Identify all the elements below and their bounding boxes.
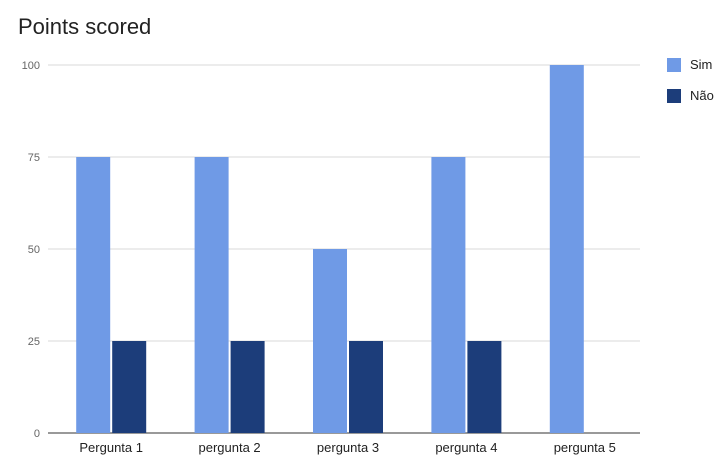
legend: Sim Não (667, 57, 714, 103)
chart-title: Points scored (18, 14, 152, 39)
x-tick-label: pergunta 4 (435, 440, 497, 455)
y-tick-label: 75 (28, 152, 40, 164)
bar-nao (467, 341, 502, 433)
y-axis-ticks: 0 25 50 75 100 (22, 60, 40, 440)
bars (76, 65, 584, 433)
legend-swatch (667, 58, 681, 72)
legend-label: Não (690, 88, 714, 103)
y-tick-label: 100 (22, 60, 40, 72)
bar-sim (194, 157, 229, 433)
x-axis-labels: Pergunta 1 pergunta 2 pergunta 3 pergunta 4… (79, 440, 615, 455)
x-tick-label: Pergunta 1 (79, 440, 143, 455)
bar-nao (230, 341, 265, 433)
bar-sim (549, 65, 584, 433)
bar-sim (76, 157, 111, 433)
y-tick-label: 0 (34, 428, 40, 440)
bar-sim (313, 249, 347, 433)
bar-nao (349, 341, 383, 433)
y-tick-label: 50 (28, 244, 40, 256)
x-tick-label: pergunta 2 (199, 440, 261, 455)
y-tick-label: 25 (28, 336, 40, 348)
x-tick-label: pergunta 3 (317, 440, 379, 455)
x-tick-label: pergunta 5 (554, 440, 616, 455)
bar-sim (431, 157, 466, 433)
bar-nao (112, 341, 147, 433)
legend-swatch (667, 89, 681, 103)
legend-label: Sim (690, 57, 712, 72)
